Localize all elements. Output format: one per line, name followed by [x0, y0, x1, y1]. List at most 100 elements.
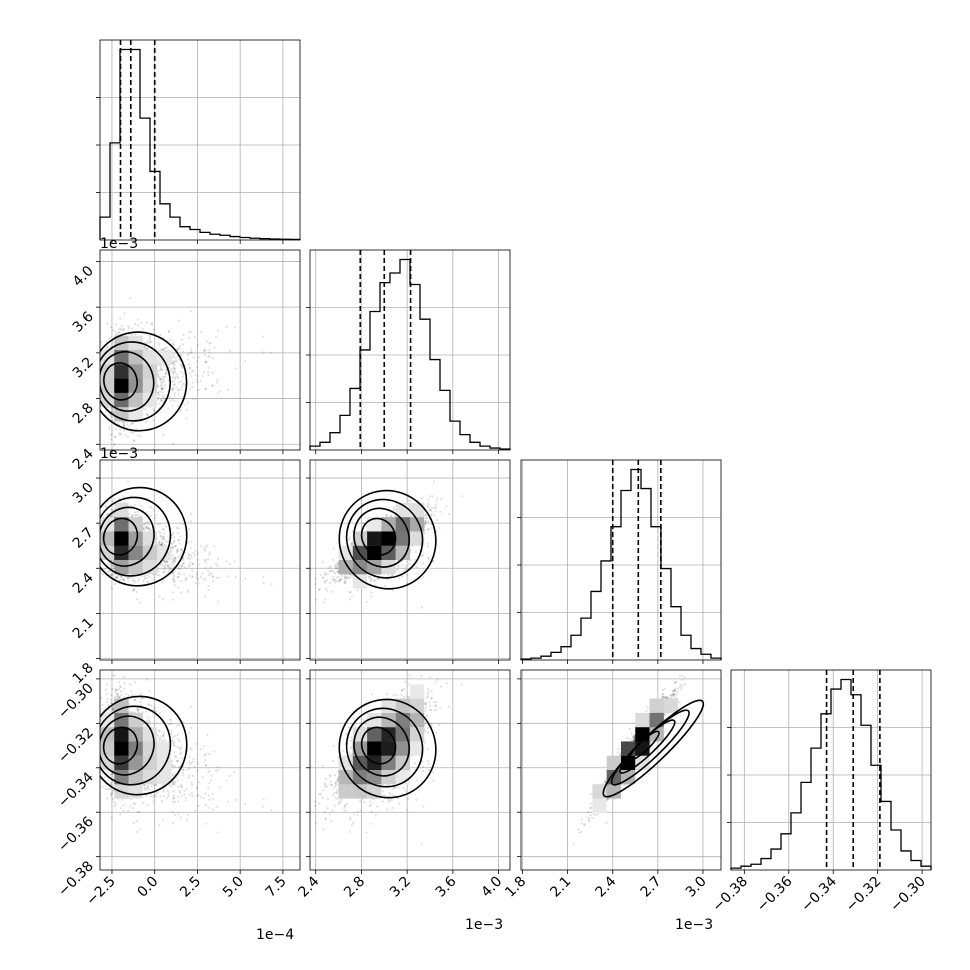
- sample-point: [179, 591, 182, 594]
- sample-point: [177, 375, 180, 379]
- axes-frame: [309, 249, 511, 451]
- sample-point: [177, 377, 180, 380]
- sample-point: [190, 348, 193, 351]
- sample-point: [204, 578, 208, 581]
- sample-point: [181, 364, 184, 367]
- sample-point: [148, 338, 151, 341]
- sample-point: [206, 340, 209, 343]
- sample-point: [185, 417, 188, 420]
- sample-point: [172, 389, 175, 392]
- sample-point: [148, 335, 152, 338]
- sample-point: [162, 598, 165, 601]
- sample-point: [106, 346, 109, 349]
- sample-point: [165, 346, 168, 349]
- sample-point: [214, 335, 218, 339]
- sample-point: [177, 567, 180, 570]
- sample-point: [127, 326, 131, 330]
- sample-point: [173, 584, 176, 587]
- sample-point: [109, 434, 112, 437]
- sample-point: [208, 553, 211, 557]
- sample-point: [122, 327, 125, 331]
- sample-point: [160, 381, 164, 384]
- sample-point: [122, 422, 126, 426]
- sample-point: [123, 424, 126, 427]
- sample-point: [172, 372, 175, 375]
- sample-point: [111, 341, 114, 344]
- sample-point: [187, 363, 191, 366]
- sample-point: [168, 396, 171, 399]
- sample-point: [141, 327, 144, 331]
- sample-point: [167, 363, 170, 367]
- histogram-step: [520, 468, 722, 660]
- sample-point: [209, 341, 212, 345]
- sample-point: [194, 581, 197, 584]
- sample-point: [172, 342, 175, 345]
- sample-point: [213, 346, 216, 349]
- sample-point: [165, 372, 168, 375]
- sample-point: [197, 356, 200, 359]
- sample-point: [164, 372, 167, 376]
- sample-point: [114, 436, 117, 439]
- sample-point: [174, 357, 177, 360]
- sample-point: [160, 378, 163, 381]
- sample-point: [189, 512, 193, 515]
- sample-point: [146, 340, 149, 343]
- sample-point: [152, 409, 156, 412]
- histogram-step: [99, 48, 301, 241]
- sample-point: [244, 577, 247, 580]
- sample-point: [201, 374, 204, 378]
- sample-point: [202, 371, 206, 374]
- sample-point: [213, 544, 216, 548]
- sample-point: [110, 438, 113, 441]
- sample-point: [186, 590, 189, 594]
- sample-point: [188, 574, 192, 577]
- sample-point: [199, 545, 202, 548]
- sample-point: [107, 428, 111, 431]
- sample-point: [159, 376, 162, 379]
- sample-point: [226, 388, 230, 391]
- sample-point: [167, 407, 170, 410]
- sample-point: [143, 346, 146, 349]
- sample-point: [150, 340, 153, 343]
- sample-point: [117, 327, 121, 330]
- sample-point: [201, 572, 204, 575]
- sample-point: [135, 598, 139, 601]
- sample-point: [190, 556, 193, 559]
- sample-point: [180, 580, 183, 583]
- sample-point: [110, 433, 113, 436]
- sample-point: [122, 429, 126, 432]
- sample-point: [203, 348, 206, 351]
- sample-point: [180, 388, 183, 391]
- sample-point: [207, 569, 210, 572]
- sample-point: [122, 421, 125, 424]
- sample-point: [127, 480, 130, 483]
- sample-point: [207, 584, 210, 587]
- sample-point: [115, 323, 118, 326]
- panel-1-0: [100, 296, 273, 446]
- sample-point: [195, 366, 199, 369]
- sample-point: [126, 436, 129, 439]
- sample-point: [162, 400, 165, 403]
- sample-point: [145, 412, 148, 416]
- sample-point: [182, 343, 185, 346]
- sample-point: [199, 379, 203, 382]
- sample-point: [207, 366, 210, 369]
- sample-point: [197, 563, 200, 566]
- sample-point: [109, 326, 113, 329]
- sample-point: [119, 428, 122, 432]
- sample-point: [159, 398, 162, 402]
- sample-point: [178, 358, 181, 361]
- sample-point: [158, 370, 161, 373]
- sample-point: [182, 372, 185, 375]
- sample-point: [188, 557, 191, 561]
- sample-point: [179, 380, 182, 383]
- sample-point: [210, 384, 213, 387]
- sample-point: [225, 560, 228, 563]
- sample-point: [199, 331, 202, 334]
- sample-point: [161, 396, 165, 399]
- sample-point: [101, 572, 104, 576]
- sample-point: [148, 340, 151, 343]
- sample-point: [189, 388, 192, 391]
- sample-point: [180, 364, 183, 367]
- sample-point: [119, 327, 123, 330]
